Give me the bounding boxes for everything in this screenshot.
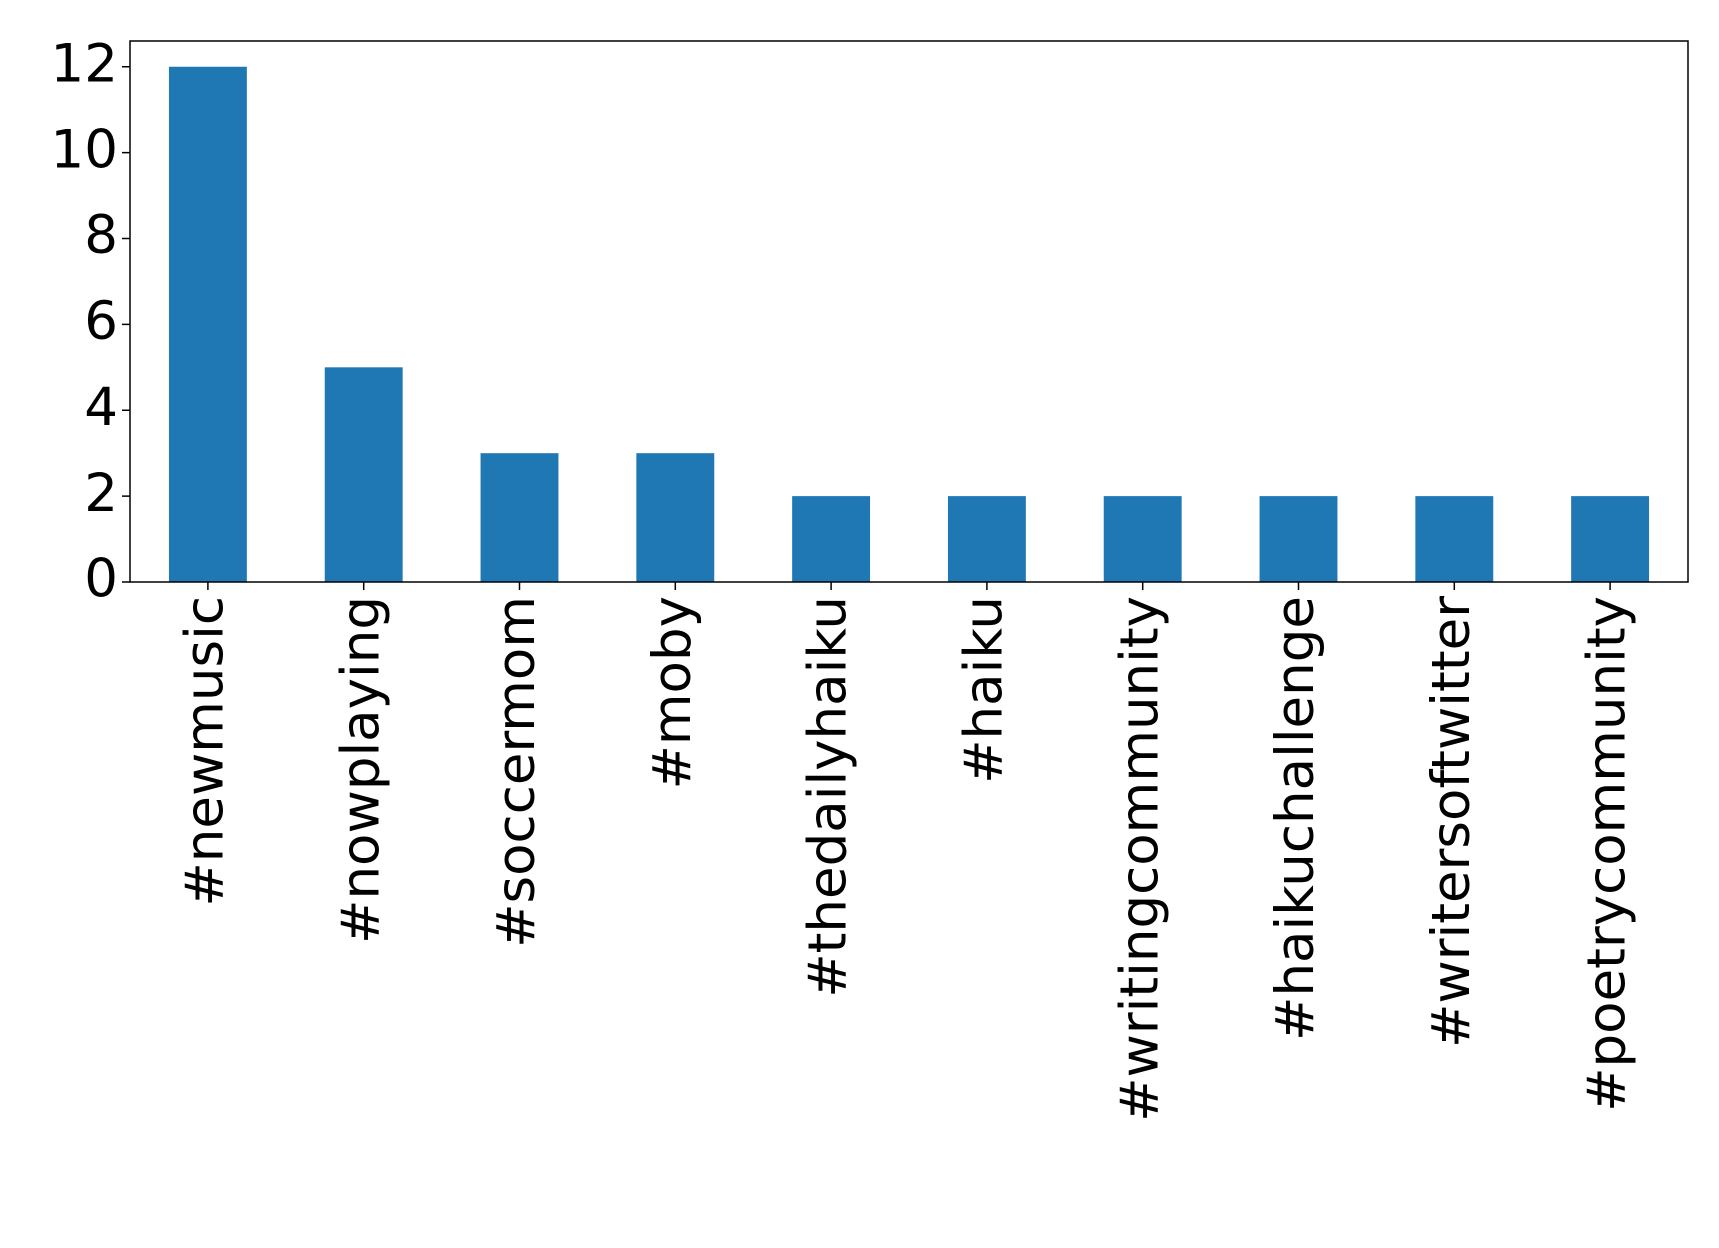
bar (947, 496, 1026, 582)
x-tick-label: #haiku (954, 596, 1015, 784)
y-tick-label: 4 (84, 377, 118, 438)
bar (1259, 496, 1338, 582)
x-tick-label: #nowplaying (330, 596, 391, 944)
y-tick-label: 12 (51, 33, 118, 94)
x-tick-label: #haikuchallenge (1265, 596, 1326, 1041)
y-tick-label: 8 (84, 205, 118, 266)
x-tick-label: #newmusic (175, 596, 236, 907)
bar (168, 66, 247, 582)
bar (1103, 496, 1182, 582)
x-tick-label: #thedailyhaiku (798, 596, 859, 998)
bar (480, 453, 559, 582)
x-tick-label: #moby (642, 596, 703, 789)
bar (1415, 496, 1494, 582)
x-tick-label: #soccermom (486, 596, 547, 948)
y-tick-label: 10 (51, 119, 118, 180)
bar (792, 496, 871, 582)
x-tick-label: #poetrycommunity (1577, 596, 1638, 1112)
y-tick-label: 0 (84, 549, 118, 610)
x-tick-label: #writingcommunity (1109, 596, 1170, 1122)
y-tick-label: 6 (84, 291, 118, 352)
bar (324, 367, 403, 582)
bar (636, 453, 715, 582)
y-tick-label: 2 (84, 463, 118, 524)
bar (1571, 496, 1650, 582)
x-tick-label: #writersoftwitter (1421, 596, 1482, 1048)
plot-frame (129, 40, 1689, 583)
